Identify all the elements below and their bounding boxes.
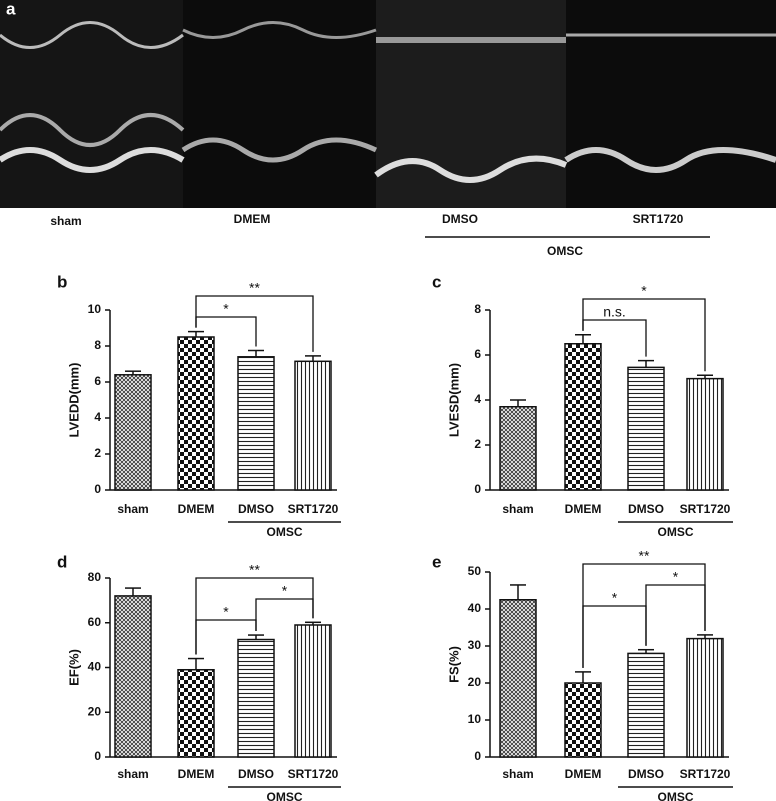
y-tick-label: 4 <box>94 410 101 424</box>
bar <box>177 336 215 491</box>
significance-label: ** <box>249 562 260 578</box>
significance-label: * <box>641 283 647 299</box>
significance-label: ** <box>249 280 260 296</box>
y-tick-label: 2 <box>474 437 481 451</box>
x-tick-label: SRT1720 <box>680 767 731 781</box>
x-tick-label: DMSO <box>238 502 274 516</box>
y-tick-label: 0 <box>94 482 101 496</box>
panel-letter: c <box>432 272 441 291</box>
y-tick-label: 0 <box>94 749 101 763</box>
y-tick-label: 6 <box>94 374 101 388</box>
bar <box>627 366 665 491</box>
group-label: OMSC <box>547 244 583 258</box>
y-tick-label: 4 <box>474 392 481 406</box>
group-label: OMSC <box>267 790 303 801</box>
x-tick-label: DMEM <box>178 502 215 516</box>
y-axis-label: EF(%) <box>66 649 81 686</box>
y-tick-label: 0 <box>474 749 481 763</box>
significance-bracket <box>645 584 706 646</box>
significance-label: * <box>282 583 288 599</box>
x-tick-label: SRT1720 <box>680 502 731 516</box>
bar <box>177 668 215 758</box>
panel-letter: a <box>6 0 16 18</box>
bar <box>564 343 602 491</box>
y-axis-label: LVEDD(mm) <box>66 363 81 438</box>
y-tick-label: 20 <box>88 704 102 718</box>
bar <box>499 599 537 758</box>
x-tick-label: SRT1720 <box>288 767 339 781</box>
significance-bracket <box>195 295 314 352</box>
y-tick-label: 8 <box>94 338 101 352</box>
bar <box>294 360 332 491</box>
y-tick-label: 6 <box>474 347 481 361</box>
y-tick-label: 20 <box>468 675 482 689</box>
y-tick-label: 30 <box>468 638 482 652</box>
echo-image <box>0 0 776 208</box>
bar <box>564 682 602 758</box>
significance-bracket <box>582 298 706 372</box>
x-tick-label: SRT1720 <box>288 502 339 516</box>
x-tick-label: sham <box>117 502 148 516</box>
bar <box>114 595 152 758</box>
bar <box>499 406 537 491</box>
y-tick-label: 2 <box>94 446 101 460</box>
significance-label: ** <box>639 548 650 564</box>
y-axis-label: FS(%) <box>446 646 461 683</box>
significance-label: * <box>612 590 618 606</box>
bar <box>686 637 724 758</box>
significance-label: * <box>223 604 229 620</box>
bar <box>237 356 275 491</box>
panel-letter: e <box>432 552 441 571</box>
y-tick-label: 40 <box>88 660 102 674</box>
image-label: DMSO <box>442 212 478 226</box>
x-tick-label: DMSO <box>628 502 664 516</box>
x-tick-label: DMEM <box>565 502 602 516</box>
image-label: SRT1720 <box>633 212 684 226</box>
x-tick-label: DMEM <box>565 767 602 781</box>
significance-label: n.s. <box>603 304 626 320</box>
x-tick-label: sham <box>502 767 533 781</box>
y-tick-label: 60 <box>88 615 102 629</box>
x-tick-label: sham <box>502 502 533 516</box>
y-tick-label: 10 <box>88 302 102 316</box>
bar <box>294 624 332 758</box>
y-tick-label: 40 <box>468 601 482 615</box>
x-tick-label: sham <box>117 767 148 781</box>
y-tick-label: 50 <box>468 564 482 578</box>
group-label: OMSC <box>267 525 303 539</box>
panel-letter: b <box>57 272 67 291</box>
y-axis-label: LVESD(mm) <box>446 363 461 437</box>
y-tick-label: 10 <box>468 712 482 726</box>
bar <box>114 374 152 491</box>
significance-label: * <box>223 301 229 317</box>
bar <box>627 652 665 758</box>
bar <box>686 377 724 491</box>
x-tick-label: DMEM <box>178 767 215 781</box>
image-label: sham <box>50 214 81 228</box>
significance-bracket <box>582 563 706 668</box>
bar <box>237 638 275 758</box>
panel-letter: d <box>57 552 67 571</box>
y-tick-label: 0 <box>474 482 481 496</box>
image-label: DMEM <box>234 212 271 226</box>
y-tick-label: 8 <box>474 302 481 316</box>
x-tick-label: DMSO <box>628 767 664 781</box>
significance-bracket <box>195 577 314 655</box>
group-label: OMSC <box>658 525 694 539</box>
group-label: OMSC <box>658 790 694 801</box>
significance-label: * <box>673 569 679 585</box>
y-tick-label: 80 <box>88 570 102 584</box>
x-tick-label: DMSO <box>238 767 274 781</box>
